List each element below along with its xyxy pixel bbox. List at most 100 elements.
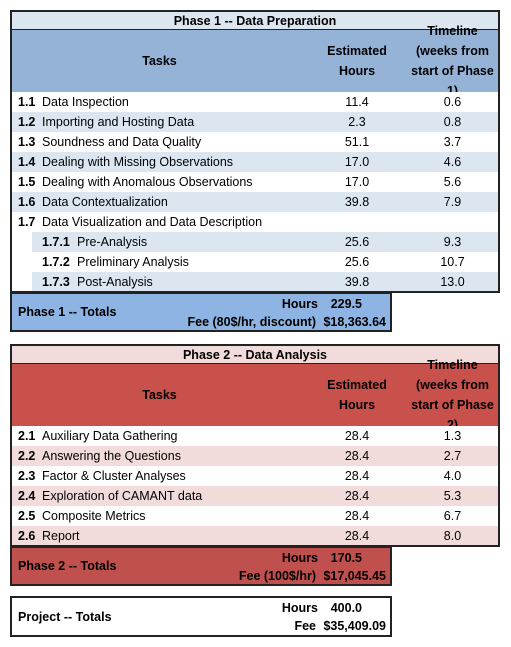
task-hours: 17.0 xyxy=(344,175,370,189)
hours-value: 400.0 xyxy=(330,601,362,615)
task-row: 2.5 Composite Metrics 28.4 6.7 xyxy=(12,506,498,526)
task-row: 1.7.2 Preliminary Analysis 25.6 10.7 xyxy=(32,252,498,272)
column-header: Estimated Hours xyxy=(327,378,387,412)
task-timeline: 6.7 xyxy=(443,509,462,523)
task-name: Report xyxy=(42,529,80,543)
fee-label: Fee (100$/hr) xyxy=(238,569,316,583)
task-name: Importing and Hosting Data xyxy=(42,115,195,129)
table-body: 1.1 Data Inspection 11.4 0.6 1.2 Importing an… xyxy=(10,92,500,292)
fee-value: $18,363.64 xyxy=(323,315,386,329)
task-name: Auxiliary Data Gathering xyxy=(42,429,178,443)
task-row: 2.2 Answering the Questions 28.4 2.7 xyxy=(12,446,498,466)
task-name: Data Visualization and Data Description xyxy=(42,215,263,229)
header-row: Tasks Estimated Hours Timeline (weeks from… xyxy=(10,358,500,432)
task-hours: 2.3 xyxy=(348,115,366,129)
task-id: 1.1 xyxy=(18,95,36,109)
task-id: 1.2 xyxy=(18,115,36,129)
task-id: 1.7.2 xyxy=(42,255,70,269)
task-timeline: 0.8 xyxy=(443,115,462,129)
task-timeline: 7.9 xyxy=(443,195,462,209)
hours-value: 170.5 xyxy=(330,551,362,565)
task-id: 2.3 xyxy=(18,469,36,483)
task-row: 1.2 Importing and Hosting Data 2.3 0.8 xyxy=(12,112,498,132)
task-row: 2.4 Exploration of CAMANT data 28.4 5.3 xyxy=(12,486,498,506)
task-row: 1.7 Data Visualization and Data Descripti… xyxy=(12,212,498,232)
task-id: 1.7.3 xyxy=(42,275,70,289)
task-row: 1.7.1 Pre-Analysis 25.6 9.3 xyxy=(32,232,498,252)
task-timeline: 4.6 xyxy=(443,155,462,169)
task-hours: 28.4 xyxy=(344,489,370,503)
task-name: Composite Metrics xyxy=(42,509,146,523)
task-id: 2.6 xyxy=(18,529,36,543)
task-id: 1.7 xyxy=(18,215,36,229)
column-header: Tasks xyxy=(142,54,177,68)
totals-box: Phase 2 -- Totals Hours 170.5 Fee (100$/hr)… xyxy=(10,546,392,586)
totals-box: Phase 1 -- Totals Hours 229.5 Fee (80$/hr, … xyxy=(10,292,392,332)
task-row: 1.6 Data Contextualization 39.8 7.9 xyxy=(12,192,498,212)
task-id: 2.1 xyxy=(18,429,36,443)
column-header: Timeline (weeks from start of Phase 1) xyxy=(411,24,494,98)
task-id: 2.4 xyxy=(18,489,36,503)
task-name: Post-Analysis xyxy=(77,275,153,289)
task-timeline: 5.6 xyxy=(443,175,462,189)
task-name: Soundness and Data Quality xyxy=(42,135,202,149)
hours-label: Hours xyxy=(281,601,318,615)
task-name: Dealing with Missing Observations xyxy=(42,155,234,169)
task-hours: 25.6 xyxy=(344,255,370,269)
task-id: 1.6 xyxy=(18,195,36,209)
task-name: Answering the Questions xyxy=(42,449,181,463)
task-name: Pre-Analysis xyxy=(77,235,148,249)
table-body: 2.1 Auxiliary Data Gathering 28.4 1.3 2.2 Ans… xyxy=(10,426,500,546)
task-id: 1.7.1 xyxy=(42,235,70,249)
fee-value: $17,045.45 xyxy=(323,569,386,583)
task-timeline: 13.0 xyxy=(440,275,465,289)
totals-box: Project -- Totals Hours 400.0 Fee $35,409.09 xyxy=(10,596,392,637)
task-hours: 17.0 xyxy=(344,155,370,169)
task-timeline: 5.3 xyxy=(443,489,462,503)
header-row: Tasks Estimated Hours Timeline (weeks from… xyxy=(10,24,500,98)
column-header: Tasks xyxy=(142,388,177,402)
task-id: 1.3 xyxy=(18,135,36,149)
hours-value: 229.5 xyxy=(330,297,362,311)
task-row: 1.1 Data Inspection 11.4 0.6 xyxy=(12,92,498,112)
task-name: Factor & Cluster Analyses xyxy=(42,469,186,483)
task-timeline: 8.0 xyxy=(443,529,462,543)
task-row: 1.4 Dealing with Missing Observations 17.0… xyxy=(12,152,498,172)
task-id: 1.4 xyxy=(18,155,36,169)
task-hours: 39.8 xyxy=(344,275,370,289)
totals-label: Project -- Totals xyxy=(18,609,112,624)
task-hours: 28.4 xyxy=(344,469,370,483)
task-id: 2.2 xyxy=(18,449,36,463)
task-hours: 51.1 xyxy=(344,135,370,149)
task-timeline: 2.7 xyxy=(443,449,462,463)
column-header: Timeline (weeks from start of Phase 2) xyxy=(411,358,494,432)
column-header: Estimated Hours xyxy=(327,44,387,78)
task-timeline: 1.3 xyxy=(443,429,462,443)
task-name: Exploration of CAMANT data xyxy=(42,489,203,503)
task-hours: 28.4 xyxy=(344,529,370,543)
task-name: Dealing with Anomalous Observations xyxy=(42,175,253,189)
task-hours: 28.4 xyxy=(344,429,370,443)
task-timeline: 3.7 xyxy=(443,135,462,149)
hours-label: Hours xyxy=(281,551,318,565)
fee-value: $35,409.09 xyxy=(323,619,386,633)
task-name: Preliminary Analysis xyxy=(77,255,189,269)
task-id: 1.5 xyxy=(18,175,36,189)
task-timeline: 9.3 xyxy=(443,235,462,249)
totals-label: Phase 1 -- Totals xyxy=(18,305,117,319)
task-hours: 39.8 xyxy=(344,195,370,209)
task-hours: 11.4 xyxy=(345,95,369,109)
task-row: 1.7.3 Post-Analysis 39.8 13.0 xyxy=(32,272,498,292)
task-timeline: 4.0 xyxy=(443,469,462,483)
task-hours: 28.4 xyxy=(344,509,370,523)
fee-label: Fee (80$/hr, discount) xyxy=(187,315,316,329)
phase-title: Phase 2 -- Data Analysis xyxy=(10,344,500,365)
task-hours: 25.6 xyxy=(344,235,370,249)
task-row: 2.3 Factor & Cluster Analyses 28.4 4.0 xyxy=(12,466,498,486)
task-hours: 28.4 xyxy=(344,449,370,463)
task-row: 1.5 Dealing with Anomalous Observations 17… xyxy=(12,172,498,192)
task-timeline: 10.7 xyxy=(440,255,465,269)
task-row: 2.1 Auxiliary Data Gathering 28.4 1.3 xyxy=(12,426,498,446)
hours-label: Hours xyxy=(281,297,318,311)
